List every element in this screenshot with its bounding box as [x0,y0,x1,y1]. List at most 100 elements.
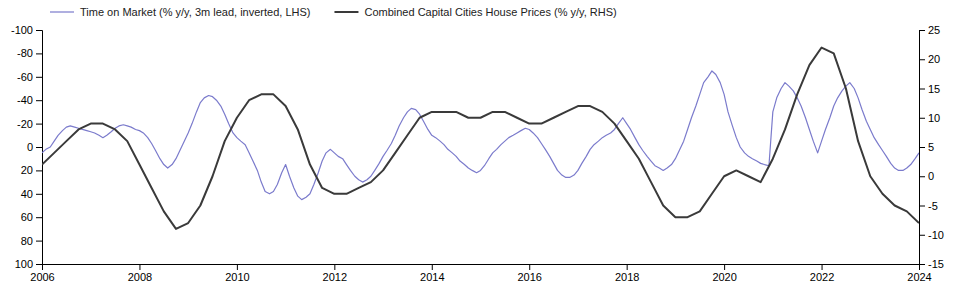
tick-label: -10 [928,229,944,241]
tick: 15 [919,83,940,95]
tick: -60 [17,71,42,83]
legend-label: Combined Capital Cities House Prices (% … [364,6,616,18]
tick-mark [36,147,42,148]
tick-label: 2006 [30,271,54,283]
legend-swatch [50,11,74,12]
tick-mark [822,264,823,270]
legend-item: Time on Market (% y/y, 3m lead, inverted… [50,6,310,18]
tick-label: -60 [17,71,33,83]
tick-mark [36,264,42,265]
tick-mark [919,235,925,236]
tick-mark [919,147,925,148]
tick: 2006 [30,264,54,283]
tick-mark [627,264,628,270]
tick-label: 0 [27,141,33,153]
lines [42,48,919,229]
tick-label: 2014 [420,271,444,283]
tick-label: 2008 [128,271,152,283]
tick: 60 [21,211,42,223]
tick-label: -40 [17,94,33,106]
plot: 2006200820102012201420162018202020222024… [11,24,944,283]
tick: 2016 [517,264,541,283]
tick-mark [724,264,725,270]
tick: -10 [919,229,944,241]
tick: 2014 [420,264,444,283]
tick-label: 2018 [615,271,639,283]
tick-label: -80 [17,47,33,59]
tick: 2012 [323,264,347,283]
tick-label: -5 [928,200,938,212]
tick: 2018 [615,264,639,283]
tick: -15 [919,258,944,270]
legend-item: Combined Capital Cities House Prices (% … [334,6,616,18]
tick: -80 [17,47,42,59]
tick-mark [919,176,925,177]
x-axis-line [43,265,920,271]
tick-mark [919,89,925,90]
legend-label: Time on Market (% y/y, 3m lead, inverted… [80,6,310,18]
tick: 2010 [225,264,249,283]
tick: -100 [11,24,42,36]
tick: 0 [919,170,934,182]
tick-label: 5 [928,141,934,153]
tick-label: 2022 [810,271,834,283]
y2-axis: -15 -10 -5 0 5 10 15 20 25 [919,24,944,270]
tick-label: 2024 [907,271,931,283]
tick-mark [919,264,925,265]
tick-label: -100 [11,24,33,36]
legend: Time on Market (% y/y, 3m lead, inverted… [50,6,617,18]
tick-label: 60 [21,211,33,223]
chart: 2006200820102012201420162018202020222024… [0,0,959,288]
tick: 5 [919,141,934,153]
tick-label: 2010 [225,271,249,283]
tick-mark [529,264,530,270]
tick-mark [36,217,42,218]
tick-label: 0 [928,170,934,182]
legend-swatch [334,11,358,13]
tick: 20 [919,53,940,65]
tick-mark [36,241,42,242]
tick: -5 [919,200,938,212]
tick-mark [139,264,140,270]
tick: 100 [15,258,42,270]
tick-mark [36,124,42,125]
tick-mark [237,264,238,270]
tick-mark [36,53,42,54]
tick: 2022 [810,264,834,283]
tick-label: 2020 [712,271,736,283]
y2-axis-line [920,31,926,265]
tick-label: 2012 [323,271,347,283]
tick: 40 [21,188,42,200]
tick-label: 80 [21,235,33,247]
tick: -20 [17,118,42,130]
tick-mark [36,77,42,78]
tick-label: 40 [21,188,33,200]
tick-label: 100 [15,258,33,270]
tick-label: 10 [928,112,940,124]
tick-mark [36,170,42,171]
y-axis-line [36,31,43,265]
tick-label: 25 [928,24,940,36]
tick-mark [919,59,925,60]
tick-label: 20 [928,53,940,65]
y-axis: -100 -80 -60 -40 -20 0 20 40 60 80 100 [11,24,43,270]
series-line [42,48,919,229]
tick-label: 2016 [517,271,541,283]
tick: 0 [27,141,42,153]
tick-label: 20 [21,164,33,176]
tick: 10 [919,112,940,124]
tick: -40 [17,94,42,106]
tick-mark [919,30,925,31]
tick-mark [919,206,925,207]
tick-mark [36,194,42,195]
tick-label: 15 [928,83,940,95]
tick: 80 [21,235,42,247]
tick-mark [432,264,433,270]
tick-mark [36,30,42,31]
x-axis: 2006 2008 2010 2012 2014 2016 2018 2020 2022 2024 [30,264,931,283]
tick: 2008 [128,264,152,283]
series-line [42,71,919,200]
tick: 2020 [712,264,736,283]
tick: 20 [21,164,42,176]
tick: 25 [919,24,940,36]
